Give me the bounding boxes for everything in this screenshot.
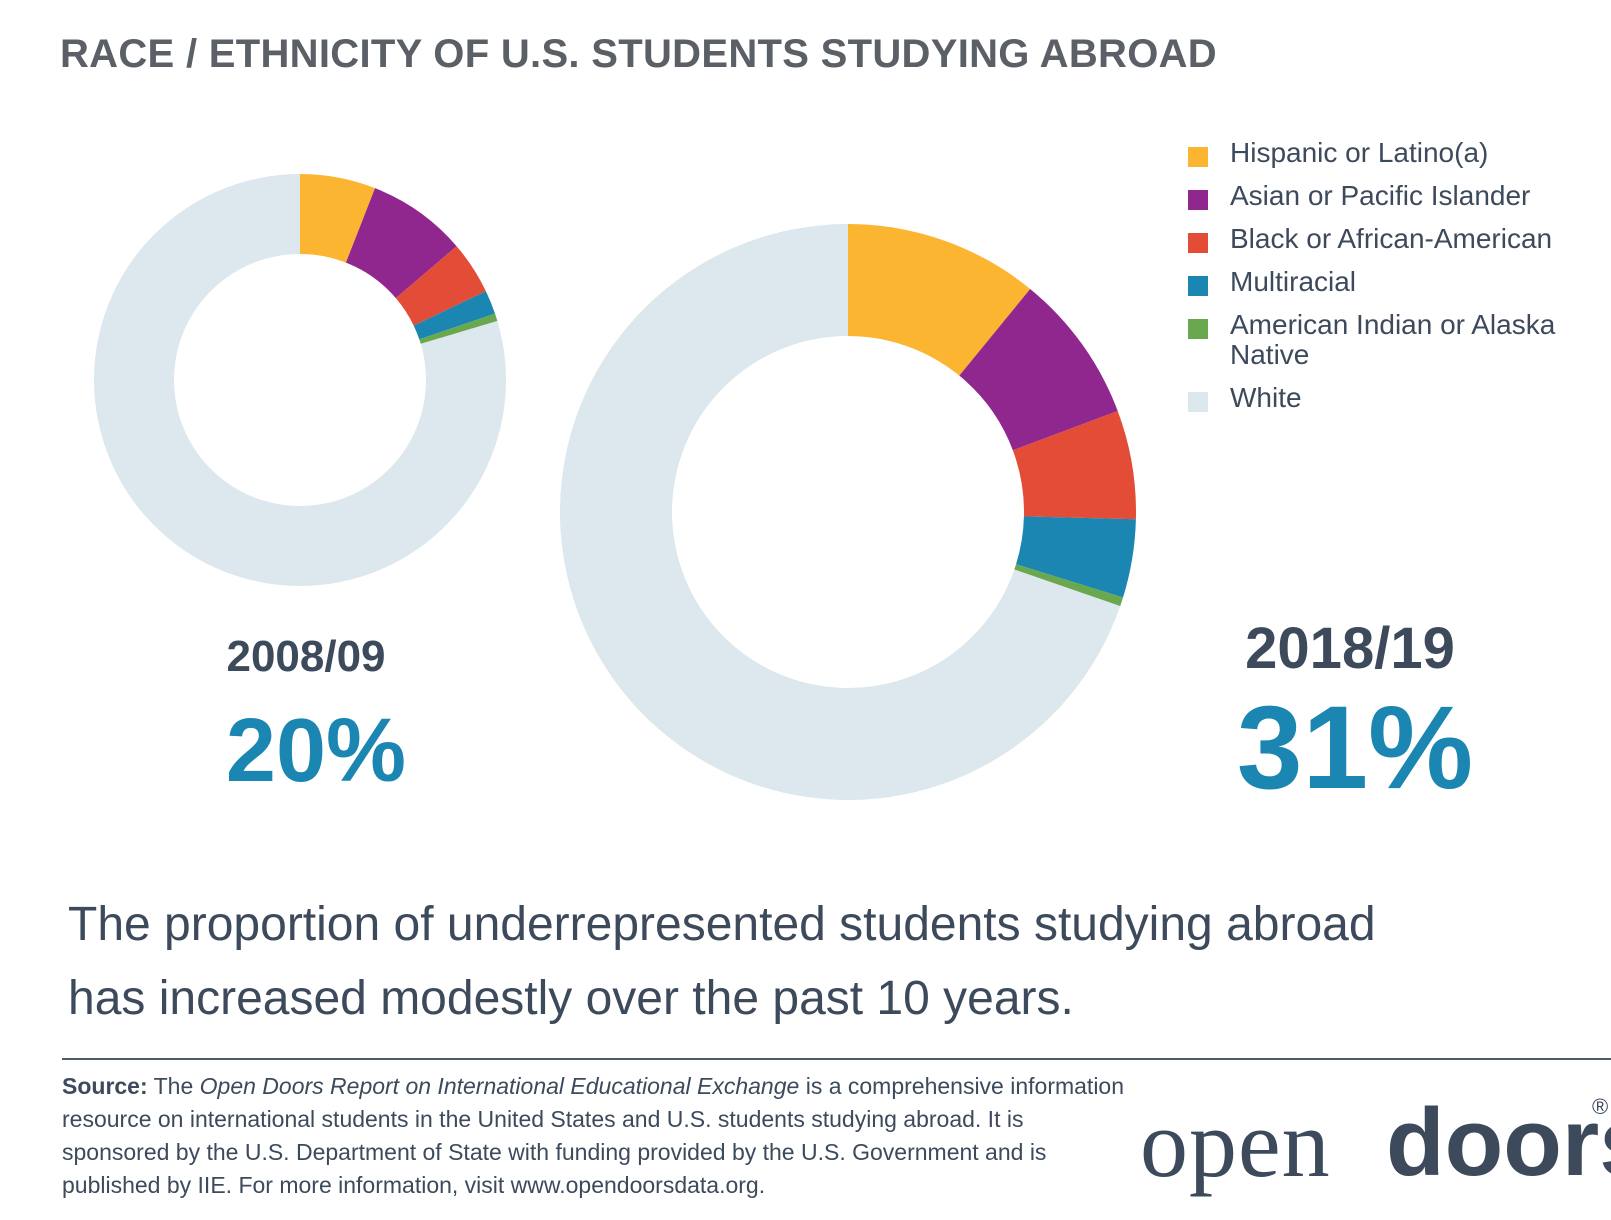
- legend-label: White: [1230, 382, 1302, 413]
- legend-label: Hispanic or Latino(a): [1230, 137, 1489, 168]
- legend-label: American Indian or Alaska Native: [1230, 309, 1556, 370]
- legend-label: Multiracial: [1230, 266, 1357, 297]
- logo-text-doors: doors: [1386, 1089, 1611, 1196]
- legend-item: Asian or Pacific Islander: [1188, 181, 1598, 211]
- donut-slice-2018-19-1: [959, 288, 1118, 451]
- donut-slice-2018-19-4: [1014, 564, 1124, 607]
- legend-swatch: [1188, 190, 1208, 210]
- percent-label-2008: 20%: [225, 701, 407, 801]
- donut-slice-2008-09-1: [345, 188, 457, 299]
- donut-slice-2018-19-2: [1012, 411, 1136, 520]
- legend-swatch: [1188, 319, 1208, 339]
- legend-label: Asian or Pacific Islander: [1230, 180, 1531, 211]
- summary-text: The proportion of underrepresented stude…: [68, 888, 1488, 1036]
- donut-slice-2008-09-2: [395, 246, 486, 326]
- source-text-after: is a comprehensive information resource …: [62, 1073, 1125, 1198]
- donut-slice-2018-19-3: [1016, 516, 1136, 598]
- legend-swatch: [1188, 147, 1208, 167]
- donut-slice-2008-09-4: [419, 313, 498, 344]
- legend-label: Black or African-American: [1230, 223, 1553, 254]
- legend-swatch: [1188, 392, 1208, 412]
- legend-item: Hispanic or Latino(a): [1188, 138, 1598, 168]
- divider: [62, 1058, 1611, 1060]
- legend: Hispanic or Latino(a) Asian or Pacific I…: [1188, 138, 1598, 426]
- donut-slice-2008-09-3: [413, 291, 496, 340]
- source-note: Source: The Open Doors Report on Interna…: [62, 1070, 1132, 1202]
- legend-swatch: [1188, 276, 1208, 296]
- donut-slice-2008-09-0: [300, 174, 376, 263]
- source-label: Source:: [62, 1073, 148, 1099]
- legend-item: Multiracial: [1188, 267, 1598, 297]
- summary-line-1: The proportion of underrepresented stude…: [68, 898, 1376, 951]
- source-text-before: The: [147, 1073, 200, 1099]
- logo-text-open: open: [1140, 1090, 1331, 1197]
- registered-mark: ®: [1592, 1094, 1609, 1119]
- source-report-title: Open Doors Report on International Educa…: [199, 1073, 800, 1099]
- donut-slice-2008-09-5: [94, 174, 507, 586]
- donut-slice-2018-19-0: [848, 224, 1031, 376]
- summary-line-2: has increased modestly over the past 10 …: [68, 972, 1074, 1025]
- donut-slice-2018-19-5: [560, 224, 1121, 800]
- year-label-2008: 2008/09: [226, 632, 386, 681]
- legend-swatch: [1188, 233, 1208, 253]
- legend-item: American Indian or Alaska Native: [1188, 310, 1598, 370]
- legend-item: White: [1188, 383, 1598, 413]
- opendoors-logo: open doors ®: [1140, 1088, 1611, 1198]
- percent-label-2018: 31%: [1236, 682, 1474, 814]
- page-title: RACE / ETHNICITY OF U.S. STUDENTS STUDYI…: [60, 32, 1217, 76]
- legend-item: Black or African-American: [1188, 224, 1598, 254]
- year-label-2018: 2018/19: [1245, 616, 1455, 681]
